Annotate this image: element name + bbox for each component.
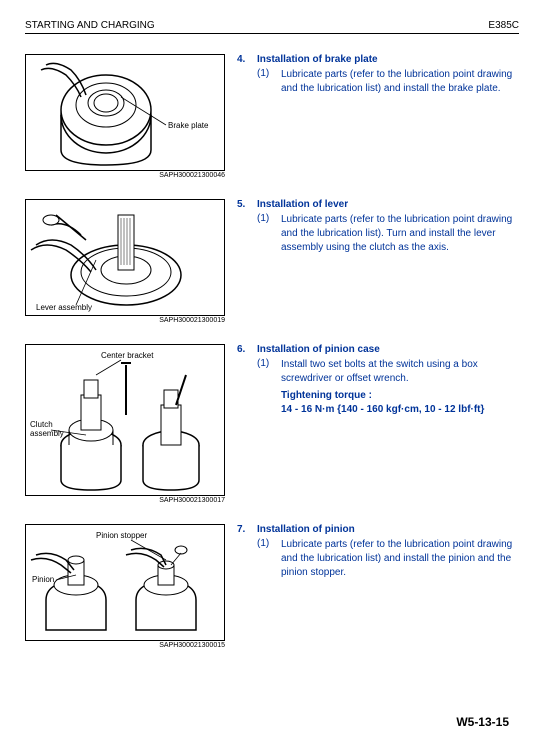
substep-num: (1) [257,538,281,580]
step-title: Installation of lever [257,199,348,210]
step-num: 7. [237,524,257,535]
substep-num: (1) [257,358,281,417]
torque-label: Tightening torque : [281,389,519,403]
fig-label-pinion-stopper: Pinion stopper [96,531,147,540]
step-title: Installation of brake plate [257,54,378,65]
fig-label-clutch: Clutch assembly [30,420,70,438]
step-5: Lever assembly SAPH300021300019 5.Instal… [25,199,519,324]
substep-text: Lubricate parts (refer to the lubricatio… [281,68,519,96]
substep-num: (1) [257,68,281,96]
figure-code: SAPH300021300015 [25,642,225,649]
figure-lever: Lever assembly [25,199,225,316]
figure-code: SAPH300021300017 [25,497,225,504]
page-number: W5-13-15 [456,715,509,729]
step-4: Brake plate SAPH300021300046 4.Installat… [25,54,519,179]
page-header: STARTING AND CHARGING E385C [25,20,519,34]
fig-label: Brake plate [168,121,209,130]
substep-text: Install two set bolts at the switch usin… [281,359,478,384]
step-num: 6. [237,344,257,355]
figure-code: SAPH300021300019 [25,317,225,324]
substep-num: (1) [257,213,281,255]
header-code: E385C [488,20,519,31]
step-title: Installation of pinion [257,524,355,535]
fig-label-pinion: Pinion [32,575,54,584]
torque-value: 14 - 16 N·m {140 - 160 kgf·cm, 10 - 12 l… [281,403,519,417]
step-title: Installation of pinion case [257,344,380,355]
step-7: Pinion stopper Pinion SAPH300021300015 7… [25,524,519,649]
fig-label-center-bracket: Center bracket [101,351,153,360]
substep-text: Lubricate parts (refer to the lubricatio… [281,538,519,580]
step-num: 5. [237,199,257,210]
figure-pinion: Pinion stopper Pinion [25,524,225,641]
fig-label: Lever assembly [36,303,92,312]
step-6: Center bracket Clutch assembly SAPH30002… [25,344,519,504]
header-title: STARTING AND CHARGING [25,20,155,31]
figure-pinion-case: Center bracket Clutch assembly [25,344,225,496]
step-num: 4. [237,54,257,65]
figure-brake-plate: Brake plate [25,54,225,171]
substep-text: Lubricate parts (refer to the lubricatio… [281,213,519,255]
figure-code: SAPH300021300046 [25,172,225,179]
